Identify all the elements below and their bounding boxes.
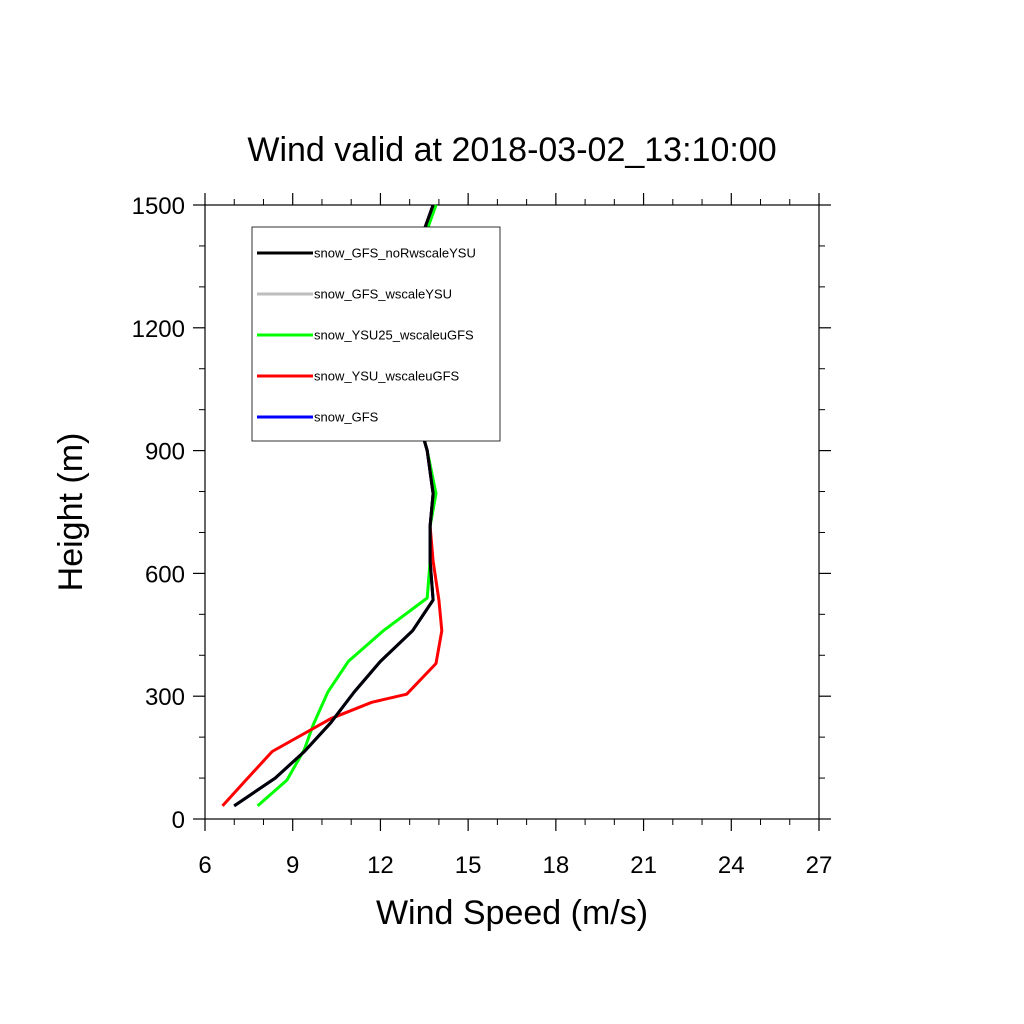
x-tick-label: 21: [630, 852, 657, 879]
chart-title: Wind valid at 2018-03-02_13:10:00: [247, 131, 776, 169]
x-axis-label: Wind Speed (m/s): [376, 894, 648, 932]
legend-label-4: snow_YSU_wscaleuGFS: [314, 369, 460, 384]
x-tick-label: 18: [543, 852, 570, 879]
x-tick-label: 15: [455, 852, 482, 879]
x-tick-label: 9: [286, 852, 299, 879]
legend-label-3: snow_YSU25_wscaleuGFS: [314, 328, 474, 343]
y-tick-label: 300: [145, 684, 185, 711]
y-tick-label: 1500: [132, 193, 185, 220]
plot-frame: [204, 204, 820, 820]
legend: snow_GFS_noRwscaleYSU snow_GFS_wscaleYSUs…: [251, 226, 501, 442]
legend-label-2: snow_GFS_wscaleYSU: [314, 287, 452, 302]
x-tick-label: 6: [198, 852, 211, 879]
plot-area: [204, 204, 820, 820]
x-tick-label: 27: [806, 852, 833, 879]
x-tick-label: 24: [718, 852, 745, 879]
legend-label-5: snow_GFS: [314, 410, 379, 425]
y-tick-label: 600: [145, 561, 185, 588]
axes-group: 6 9 12 15 18 21 24 27 0 300 600 900 1200 1500: [132, 193, 833, 879]
y-tick-label: 0: [172, 807, 185, 834]
y-axis-label: Height (m): [52, 433, 90, 592]
y-tick-label: 1200: [132, 316, 185, 343]
x-tick-label: 12: [367, 852, 394, 879]
y-tick-label: 900: [145, 439, 185, 466]
legend-label-1: snow_GFS_noRwscaleYSU: [314, 246, 476, 261]
